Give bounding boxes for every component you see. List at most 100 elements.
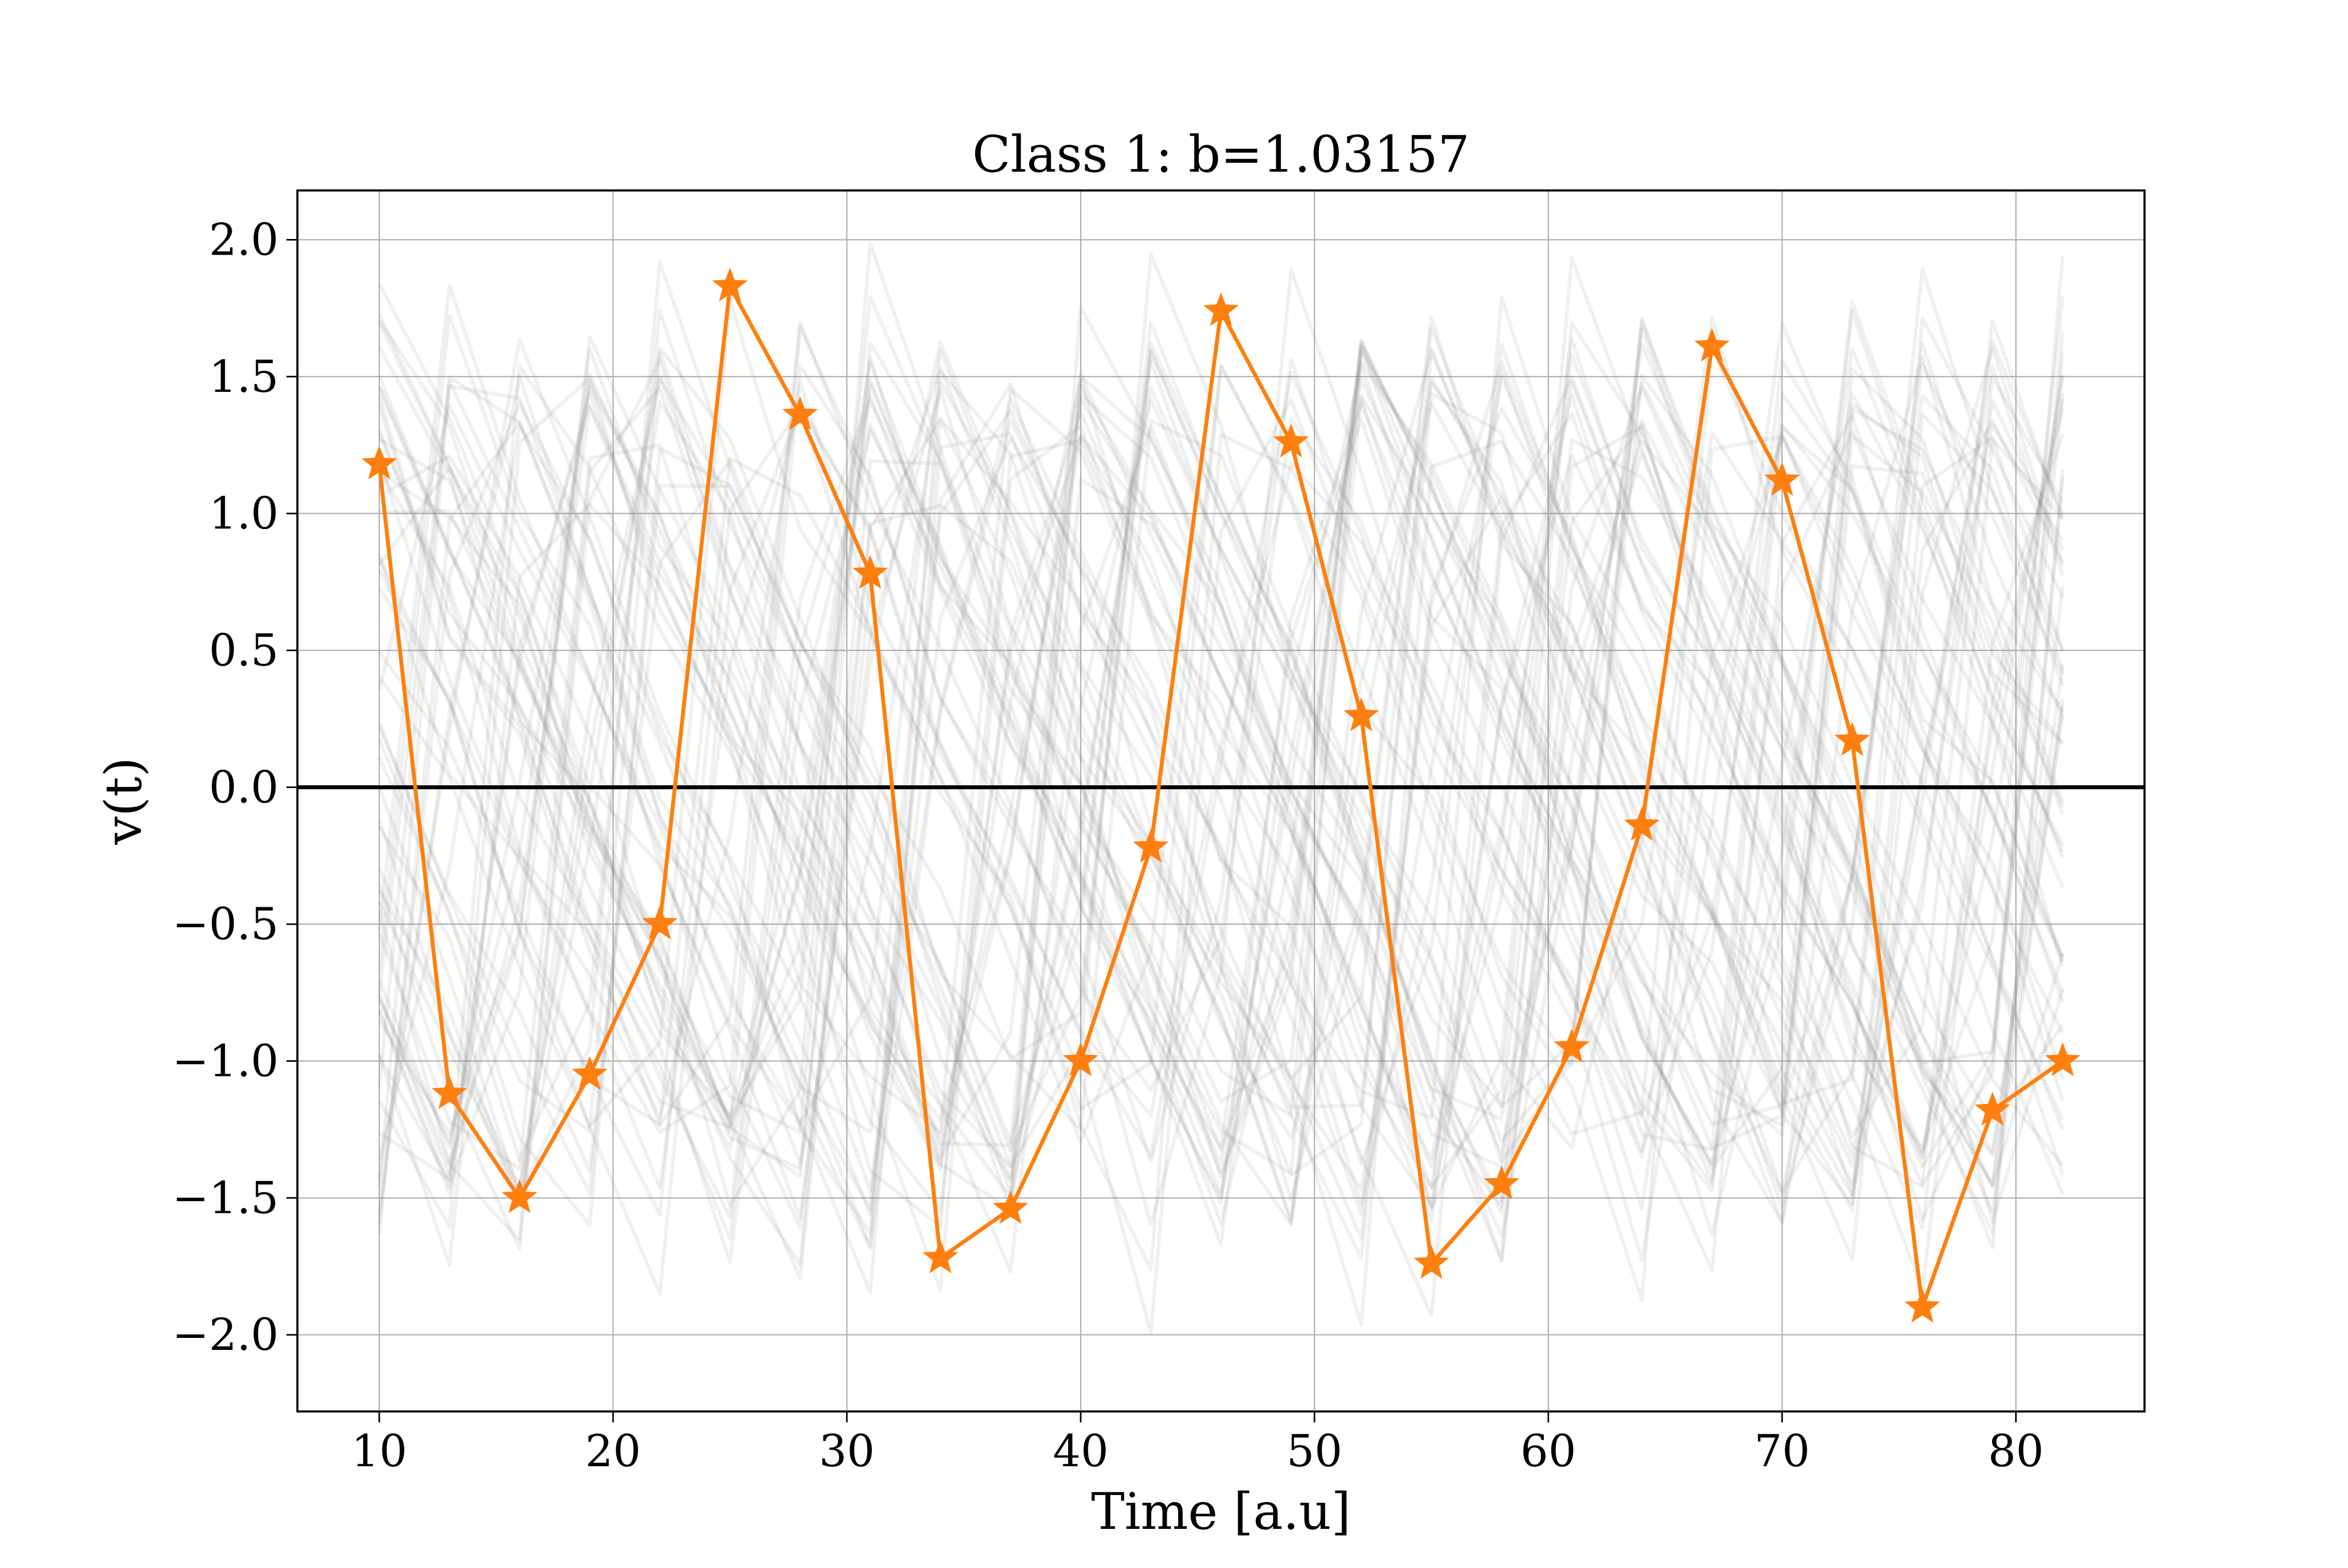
background-trace bbox=[377, 357, 2065, 1211]
x-tick-label: 60 bbox=[1520, 1426, 1576, 1477]
background-trace bbox=[377, 326, 2065, 1238]
background-trace bbox=[377, 339, 2065, 1260]
background-trace bbox=[377, 363, 2065, 1247]
highlight-point-marker bbox=[1413, 1244, 1449, 1279]
background-trace bbox=[377, 321, 2065, 1222]
background-trace bbox=[379, 394, 2065, 1179]
background-trace bbox=[378, 377, 2065, 1272]
background-trace bbox=[378, 364, 2065, 1318]
background-trace bbox=[377, 398, 2065, 1335]
background-trace bbox=[377, 379, 2065, 1169]
highlight-point-marker bbox=[1834, 722, 1870, 756]
background-trace bbox=[377, 345, 2065, 1326]
background-trace bbox=[377, 379, 2065, 1240]
background-trace bbox=[377, 295, 2065, 1292]
y-tick-label: 2.0 bbox=[209, 214, 279, 265]
background-trace bbox=[377, 295, 2064, 1137]
background-trace bbox=[378, 267, 2065, 1280]
plot-frame bbox=[296, 189, 2146, 1413]
background-trace bbox=[377, 363, 2065, 1127]
highlight-point-marker bbox=[852, 555, 888, 589]
x-tick-label: 50 bbox=[1287, 1426, 1343, 1477]
background-trace bbox=[377, 341, 2064, 1179]
background-trace bbox=[377, 317, 2064, 1189]
y-tick-label: 1.0 bbox=[209, 488, 279, 539]
highlight-point-marker bbox=[1764, 462, 1800, 496]
background-trace bbox=[377, 346, 2065, 1166]
background-trace bbox=[377, 252, 2065, 1224]
highlight-point-marker bbox=[1133, 829, 1169, 863]
highlight-point-marker bbox=[1624, 807, 1660, 841]
background-trace bbox=[377, 352, 2065, 1274]
background-trace bbox=[377, 346, 2065, 1205]
x-tick-label: 80 bbox=[1988, 1426, 2044, 1477]
highlight-point-marker bbox=[1063, 1042, 1099, 1076]
y-axis-title: v(t) bbox=[94, 757, 153, 845]
x-tick-label: 10 bbox=[351, 1426, 407, 1477]
background-trace bbox=[377, 314, 2065, 1206]
background-trace bbox=[377, 350, 2065, 1264]
background-trace bbox=[377, 380, 2065, 1159]
background-trace bbox=[377, 319, 2065, 1267]
highlight-point-marker bbox=[501, 1179, 537, 1213]
x-tick-label: 40 bbox=[1053, 1426, 1109, 1477]
y-tick-label: 1.5 bbox=[209, 351, 279, 402]
x-tick-label: 70 bbox=[1754, 1426, 1810, 1477]
highlight-point-marker bbox=[1483, 1165, 1519, 1200]
highlight-point-marker bbox=[1273, 423, 1309, 458]
highlight-point-marker bbox=[1694, 328, 1730, 362]
highlight-point-marker bbox=[1904, 1288, 1940, 1323]
background-trace bbox=[377, 377, 2065, 1190]
y-tick-label: −2.0 bbox=[172, 1309, 279, 1360]
x-tick-label: 20 bbox=[585, 1426, 641, 1477]
highlight-point-marker bbox=[2045, 1042, 2081, 1076]
background-trace bbox=[377, 358, 2065, 1190]
background-trace bbox=[377, 405, 2065, 1230]
background-trace bbox=[377, 374, 2065, 1195]
background-trace bbox=[377, 241, 2065, 1208]
highlight-point-marker bbox=[572, 1056, 608, 1090]
background-trace bbox=[377, 337, 2065, 1210]
background-trace bbox=[377, 385, 2064, 1208]
background-trace bbox=[377, 338, 2065, 1235]
highlight-point-marker bbox=[1343, 697, 1379, 732]
background-trace bbox=[377, 344, 2065, 1219]
y-tick-label: 0.5 bbox=[209, 625, 279, 676]
highlight-point-marker bbox=[782, 396, 818, 430]
background-trace bbox=[377, 398, 2065, 1213]
background-trace bbox=[377, 345, 2065, 1272]
background-trace bbox=[377, 364, 2065, 1267]
highlight-point-marker bbox=[712, 267, 748, 302]
x-tick-label: 30 bbox=[819, 1426, 875, 1477]
background-trace bbox=[377, 313, 2065, 1201]
y-tick-label: −1.5 bbox=[172, 1172, 279, 1224]
background-trace bbox=[377, 256, 2065, 1251]
background-trace bbox=[377, 334, 2065, 1263]
background-trace bbox=[377, 315, 2065, 1220]
background-series-group bbox=[377, 241, 2065, 1335]
y-tick-label: −0.5 bbox=[172, 899, 279, 950]
background-trace bbox=[377, 283, 2065, 1237]
background-trace bbox=[377, 374, 2065, 1224]
background-trace bbox=[377, 267, 2065, 1262]
background-trace bbox=[377, 393, 2065, 1170]
axis-ticks: 10 20 30 40 50 60 70 80 2.0 1.5 1.0 0.5 0.0 −0.5 −1.0 −… bbox=[172, 214, 2044, 1477]
background-trace bbox=[378, 341, 2065, 1182]
highlight-series-group bbox=[361, 267, 2081, 1323]
background-trace bbox=[377, 331, 2065, 1229]
background-trace bbox=[377, 255, 2065, 1242]
chart-title: Class 1: b=1.03157 bbox=[972, 125, 1469, 184]
background-trace bbox=[377, 397, 2065, 1216]
background-trace bbox=[377, 308, 2065, 1262]
highlight-point-marker bbox=[1554, 1028, 1590, 1063]
background-trace bbox=[377, 342, 2065, 1249]
background-trace bbox=[377, 320, 2065, 1128]
background-trace bbox=[377, 321, 2065, 1235]
x-axis-title: Time [a.u] bbox=[1091, 1482, 1351, 1541]
background-trace bbox=[377, 376, 2065, 1212]
background-trace bbox=[377, 298, 2065, 1195]
highlight-point-marker bbox=[992, 1190, 1028, 1224]
